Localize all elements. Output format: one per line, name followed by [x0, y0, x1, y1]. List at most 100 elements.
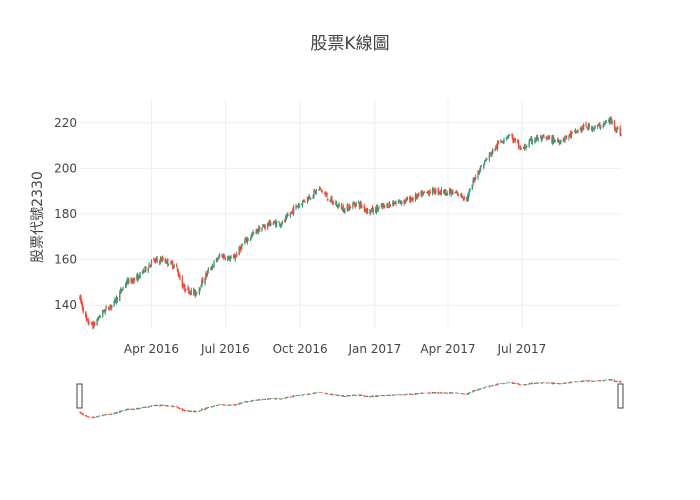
candle-body [528, 140, 530, 147]
range-slider-preview-marks [79, 378, 622, 419]
candle-body [557, 141, 560, 143]
candle-body [329, 199, 331, 202]
candle-body [303, 200, 305, 202]
candle-body [190, 289, 192, 294]
candle-body [502, 141, 504, 143]
candle-body [604, 122, 606, 124]
candle-body [121, 289, 123, 291]
candle-body [263, 226, 266, 228]
candle-body [198, 287, 201, 294]
range-slider-right-handle[interactable] [617, 383, 624, 409]
x-tick-label: Oct 2016 [273, 342, 328, 356]
range-slider-track[interactable] [80, 376, 621, 418]
y-tick-label: 180 [54, 207, 77, 221]
candle-body [91, 322, 93, 326]
candle-body [608, 120, 611, 123]
candle-body [136, 274, 139, 281]
candle-body [227, 256, 229, 261]
candle-body [244, 240, 246, 244]
candle-body [279, 222, 281, 226]
range-slider[interactable] [76, 376, 624, 419]
candle-body [258, 226, 261, 232]
candle-body [115, 297, 118, 303]
candle-body [223, 255, 226, 258]
candle-body [485, 159, 487, 161]
candle-body [496, 142, 499, 149]
candle-body [431, 188, 434, 194]
candle-body [297, 205, 300, 207]
candle-body [336, 205, 339, 208]
candle-body [576, 131, 578, 133]
candle-body [167, 258, 169, 265]
candle-body [166, 259, 168, 263]
candle-body [281, 220, 283, 225]
candle-body [176, 268, 179, 271]
candle-body [411, 198, 413, 201]
candle-body [125, 283, 128, 286]
candle-body [181, 277, 184, 288]
candle-body [405, 199, 407, 202]
candle-body [309, 198, 312, 200]
x-tick-label: Apr 2016 [124, 342, 179, 356]
candle-body [507, 136, 509, 138]
candle-body [341, 207, 344, 210]
candle-body [575, 132, 578, 134]
candle-body [620, 134, 622, 136]
candle-body [496, 146, 498, 148]
candle-body [387, 204, 389, 208]
candle-body [542, 135, 544, 137]
candle-body [156, 258, 158, 261]
candle-body [422, 192, 425, 194]
candle-body [149, 264, 151, 266]
candle-body [543, 135, 545, 138]
candle-body [474, 177, 477, 180]
candle-body [426, 192, 428, 194]
candle-body [224, 258, 227, 260]
candle-body [188, 291, 191, 294]
candle-body [353, 203, 355, 205]
range-slider-left-handle[interactable] [76, 383, 83, 409]
candle-body [560, 139, 562, 143]
candle-body [416, 195, 418, 198]
candle-body [594, 125, 596, 129]
candle-body [301, 200, 304, 206]
candle-body [389, 204, 392, 206]
candle-body [558, 141, 560, 144]
candle-body [172, 267, 175, 269]
candle-body [285, 216, 288, 219]
candle-body [466, 196, 469, 200]
candle-body [397, 201, 400, 203]
candle-body [480, 165, 482, 168]
candle-body [605, 121, 608, 123]
candle-body [375, 206, 378, 213]
candle-body [266, 223, 269, 228]
candle-body [393, 203, 396, 205]
candle-body [381, 204, 383, 207]
candle-body [398, 200, 400, 202]
candle-body [158, 261, 161, 263]
candle-body [474, 179, 476, 181]
candle-body [145, 266, 147, 271]
candle-body [257, 231, 259, 233]
candle-body [273, 221, 275, 224]
candle-body [582, 124, 585, 130]
candle-body [591, 127, 593, 131]
candle-body [357, 202, 360, 204]
candle-body [370, 210, 372, 213]
candle-body [141, 271, 144, 274]
candle-body [331, 197, 333, 201]
candle-body [292, 210, 294, 214]
candle-body [406, 197, 409, 201]
candle-body [258, 227, 260, 233]
candle-body [93, 322, 95, 328]
candle-body [488, 153, 491, 160]
candle-body [460, 193, 462, 196]
candle-body [309, 196, 311, 199]
candle-body [150, 260, 153, 265]
candle-body [128, 278, 130, 284]
candle-body [467, 194, 469, 201]
candle-body [403, 200, 405, 205]
candle-body [421, 191, 423, 197]
candle-body [468, 191, 470, 195]
candle-body [132, 278, 135, 284]
